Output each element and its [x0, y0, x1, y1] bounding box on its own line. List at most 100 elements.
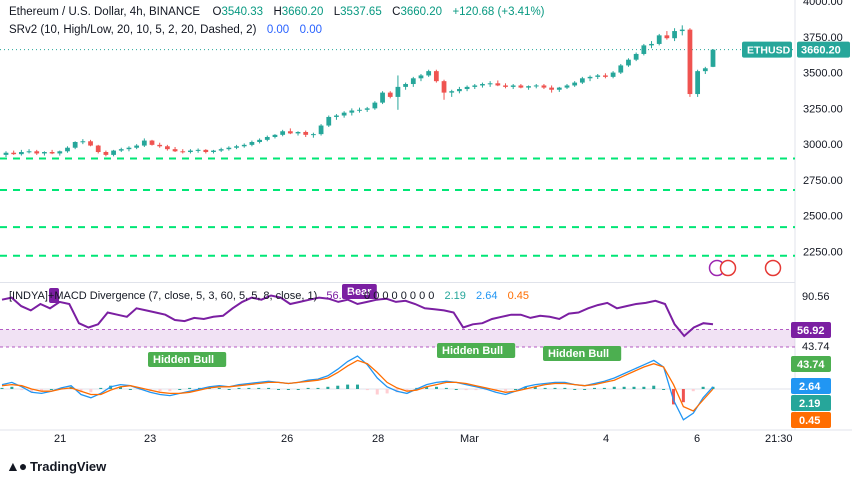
- candle-body: [487, 83, 493, 85]
- macd-histogram-bar: [267, 387, 271, 389]
- candle-body: [618, 65, 624, 73]
- macd-histogram-bar: [158, 389, 162, 392]
- indicator-legend[interactable]: [INDYA]+MACD Divergence (7, close, 5, 3,…: [9, 290, 529, 302]
- macd-histogram-bar: [642, 386, 646, 389]
- hidden-bull-tag-box: [543, 346, 622, 361]
- candle-body: [533, 85, 539, 87]
- macd-histogram-bar: [681, 389, 685, 403]
- macd-histogram-bar: [454, 389, 458, 390]
- candle-body: [418, 75, 424, 79]
- macd-histogram-bar: [30, 389, 34, 393]
- hist-value: 0.45: [507, 290, 530, 302]
- candle-body: [603, 75, 608, 77]
- candle-body: [249, 141, 255, 145]
- macd-histogram-bar: [217, 387, 221, 389]
- candle-body: [272, 134, 278, 137]
- macd-histogram-bar: [652, 385, 656, 389]
- pane-divider[interactable]: [0, 282, 795, 283]
- macd-histogram-bar: [435, 386, 438, 389]
- indicator-value: 56.92: [326, 290, 354, 302]
- candle-body: [65, 147, 70, 152]
- bear-tag-box: [342, 284, 377, 299]
- time-tick-label: 4: [603, 433, 609, 445]
- candle-body: [679, 29, 685, 32]
- macd-histogram-bar: [99, 387, 103, 389]
- macd-histogram-bar: [385, 389, 389, 394]
- macd-histogram-bar: [474, 389, 478, 391]
- macd-histogram-bar: [40, 389, 43, 392]
- candle-body: [649, 43, 654, 46]
- candle-body: [664, 35, 670, 39]
- hidden-bull-tag-box: [148, 352, 227, 367]
- price-tick-label: 2250.00: [803, 247, 843, 259]
- candle-body: [264, 136, 270, 140]
- tradingview-logo[interactable]: ▲● TradingView: [6, 458, 106, 474]
- candle-body: [334, 115, 339, 117]
- flag-icon: [719, 259, 737, 277]
- candle-body: [410, 78, 416, 85]
- candle-body: [118, 149, 124, 151]
- low-value: 3537.65: [340, 6, 382, 18]
- indicator-name: [INDYA]: [9, 290, 48, 302]
- candle-body: [464, 86, 470, 90]
- macd-histogram-bar: [306, 387, 310, 389]
- candle-body: [103, 152, 109, 155]
- price-tick-label: 3750.00: [803, 32, 843, 44]
- signal-axis-label-box: [791, 378, 831, 394]
- candle-body: [280, 131, 286, 135]
- candle-body: [503, 85, 508, 87]
- high-value: 3660.20: [281, 6, 324, 18]
- candle-body: [472, 85, 478, 87]
- candle-body: [687, 29, 693, 95]
- macd-histogram-bar: [602, 387, 606, 389]
- ticker-label: ETHUSD: [747, 45, 791, 57]
- macd-histogram-bar: [405, 389, 409, 392]
- macd-histogram-bar: [316, 387, 320, 389]
- hidden-bull-tag: Hidden Bull: [442, 345, 503, 357]
- time-tick-label: 26: [281, 433, 293, 445]
- signal-line: [1, 359, 714, 412]
- macd-histogram-bar: [563, 387, 567, 389]
- macd-histogram-bar: [119, 386, 122, 389]
- candle-body: [702, 68, 708, 72]
- macd-histogram-bar: [346, 384, 350, 389]
- price-tick-label: 3000.00: [803, 139, 843, 151]
- macd-histogram-bar: [425, 386, 429, 389]
- oscillator-value-box: [791, 322, 831, 338]
- macd-histogram-bar: [10, 386, 14, 389]
- srv2-legend[interactable]: SRv2 (10, High/Low, 20, 10, 5, 2, 20, Da…: [9, 24, 322, 36]
- branding-text: TradingView: [29, 459, 107, 474]
- macd-histogram-bar: [277, 389, 280, 390]
- indya-tag-box: [49, 288, 59, 303]
- ticker-label-box: [742, 41, 792, 58]
- macd-histogram-bar: [543, 387, 547, 389]
- macd-histogram-bar: [523, 386, 527, 389]
- indicator-zeros: 0 0 0 0 0 0 0 0: [364, 290, 435, 302]
- indicator-name-rest: +MACD Divergence (7, close, 5, 3, 60, 5,…: [47, 290, 318, 302]
- symbol-legend[interactable]: Ethereum / U.S. Dollar, 4h, BINANCE O354…: [9, 6, 545, 18]
- candle-body: [180, 151, 186, 153]
- macd-histogram-bar: [573, 389, 577, 390]
- oscillator-tick-label: 43.74: [802, 341, 830, 353]
- macd-histogram-bar: [237, 387, 241, 389]
- candle-body: [480, 84, 485, 86]
- time-tick-label: 28: [372, 433, 384, 445]
- candle-body: [364, 108, 370, 110]
- candle-body: [395, 86, 401, 97]
- candle-body: [80, 141, 86, 143]
- candle-body: [457, 89, 462, 92]
- macd-axis-label: 2.19: [799, 398, 820, 410]
- macd-value: 2.19: [444, 290, 466, 302]
- macd-histogram-bar: [296, 389, 300, 390]
- candle-body: [556, 87, 562, 90]
- candle-body: [595, 75, 601, 77]
- macd-histogram-bar: [632, 386, 636, 389]
- open-value: 3540.33: [221, 6, 264, 18]
- hidden-bull-tag-box: [437, 343, 516, 358]
- macd-histogram-bar: [444, 387, 448, 389]
- candle-body: [11, 152, 17, 155]
- macd-histogram-bar: [514, 389, 517, 390]
- candle-body: [672, 31, 677, 39]
